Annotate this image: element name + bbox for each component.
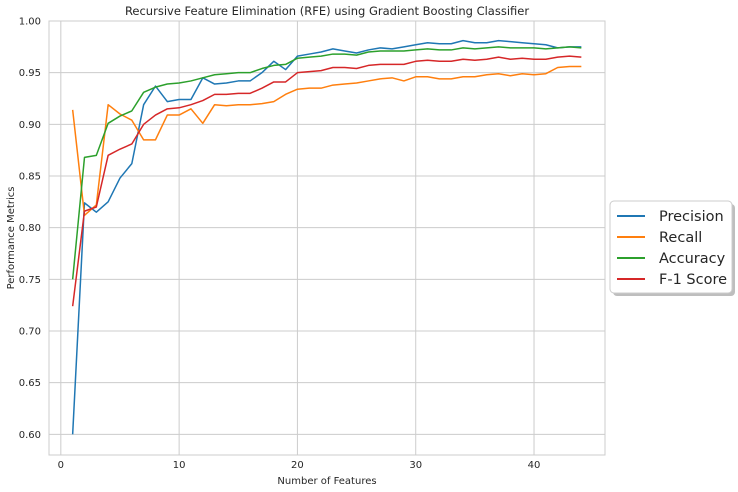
legend-items: Precision Recall Accuracy F-1 Score [617, 209, 727, 288]
x-axis-label: Number of Features [277, 476, 376, 487]
x-tick-label: 20 [291, 460, 304, 471]
y-tick-label: 1.00 [19, 17, 41, 28]
y-tick-label: 0.80 [19, 223, 41, 234]
y-tick-label: 0.90 [19, 120, 41, 131]
x-tick-label: 40 [528, 460, 541, 471]
series-line-f-1-score [71, 55, 582, 307]
legend-label-recall: Recall [659, 230, 702, 246]
y-tick-label: 0.60 [19, 430, 41, 441]
legend-label-f-1-score: F-1 Score [659, 272, 727, 288]
y-tick-label: 0.70 [19, 327, 41, 338]
series-line-accuracy [71, 46, 582, 280]
y-tick-label: 0.85 [19, 172, 41, 183]
x-tick-labels: 0 10 20 30 40 [58, 460, 541, 471]
y-axis-label: Performance Metrics [6, 187, 17, 290]
chart-title: Recursive Feature Elimination (RFE) usin… [125, 4, 529, 18]
legend-label-precision: Precision [659, 209, 724, 225]
legend-box [609, 200, 733, 294]
series-line-precision [71, 39, 582, 435]
y-tick-labels: 0.60 0.65 0.70 0.75 0.80 0.85 0.90 0.95 1.00 [19, 17, 41, 441]
legend: Precision Recall Accuracy F-1 Score [609, 200, 735, 296]
x-tick-label: 0 [58, 460, 64, 471]
series-line-recall [71, 65, 582, 217]
y-tick-label: 0.65 [19, 378, 41, 389]
series-lines [71, 39, 582, 435]
plot-frame [48, 20, 606, 456]
x-tick-label: 10 [173, 460, 186, 471]
legend-label-accuracy: Accuracy [659, 251, 726, 267]
y-tick-label: 0.75 [19, 275, 41, 286]
x-tick-label: 30 [409, 460, 422, 471]
y-tick-label: 0.95 [19, 68, 41, 79]
